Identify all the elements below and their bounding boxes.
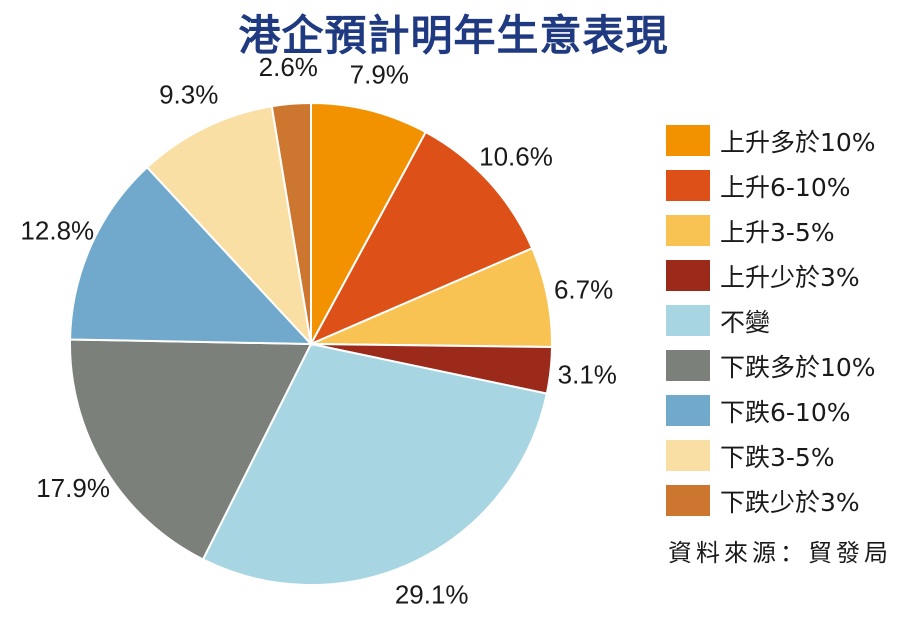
pie-labels: 7.9% 10.6% 6.7% 3.1% 29.1% 17.9% 12.8% 9.3% 2.6% xyxy=(20,52,617,610)
legend-swatch xyxy=(666,440,710,471)
pie-slice xyxy=(270,101,312,345)
legend-label: 上升少於3% xyxy=(720,262,860,292)
legend-label: 上升3-5% xyxy=(720,217,835,247)
legend-item: 不變 xyxy=(666,298,876,343)
slice-value-label: 10.6% xyxy=(479,141,553,171)
legend-item: 下跌3-5% xyxy=(666,433,876,478)
pie-slice xyxy=(69,338,313,561)
legend-item: 上升少於3% xyxy=(666,253,876,298)
slice-value-label: 17.9% xyxy=(36,473,110,503)
legend-item: 上升6-10% xyxy=(666,163,876,208)
slice-value-label: 12.8% xyxy=(20,215,94,245)
slice-value-label: 29.1% xyxy=(395,579,469,609)
legend-swatch xyxy=(666,395,710,426)
slice-value-label: 2.6% xyxy=(259,52,318,82)
pie-slice xyxy=(69,165,314,346)
legend-swatch xyxy=(666,260,710,291)
legend-label: 下跌3-5% xyxy=(720,442,835,472)
legend-swatch xyxy=(666,170,710,201)
legend-label: 不變 xyxy=(720,307,771,337)
legend-item: 上升3-5% xyxy=(666,208,876,253)
legend-label: 下跌少於3% xyxy=(720,487,860,517)
pie-slice xyxy=(308,130,534,347)
legend-swatch xyxy=(666,305,710,336)
pie-slice xyxy=(310,101,428,345)
legend-swatch xyxy=(666,350,710,381)
legend-label: 下跌6-10% xyxy=(720,397,851,427)
legend-label: 上升多於10% xyxy=(720,127,876,157)
slice-value-label: 6.7% xyxy=(554,274,613,304)
source-note: 資料來源：貿發局 xyxy=(668,539,892,567)
legend-swatch xyxy=(666,125,710,156)
legend-item: 下跌多於10% xyxy=(666,343,876,388)
pie-slices xyxy=(69,101,553,587)
legend-label: 上升6-10% xyxy=(720,172,851,202)
slice-value-label: 3.1% xyxy=(558,360,617,390)
pie-slice xyxy=(145,105,313,348)
legend-item: 下跌6-10% xyxy=(666,388,876,433)
legend-item: 下跌少於3% xyxy=(666,478,876,523)
legend-label: 下跌多於10% xyxy=(720,352,876,382)
slice-value-label: 9.3% xyxy=(159,79,218,109)
chart-title: 港企預計明年生意表現 xyxy=(238,11,669,60)
legend: 上升多於10% 上升6-10% 上升3-5% 上升少於3% 不變下跌多於10% 下跌6-1… xyxy=(666,118,876,523)
legend-swatch xyxy=(666,485,710,516)
slice-value-label: 7.9% xyxy=(350,60,409,90)
legend-swatch xyxy=(666,215,710,246)
pie-slice xyxy=(201,342,549,587)
legend-item: 上升多於10% xyxy=(666,118,876,163)
